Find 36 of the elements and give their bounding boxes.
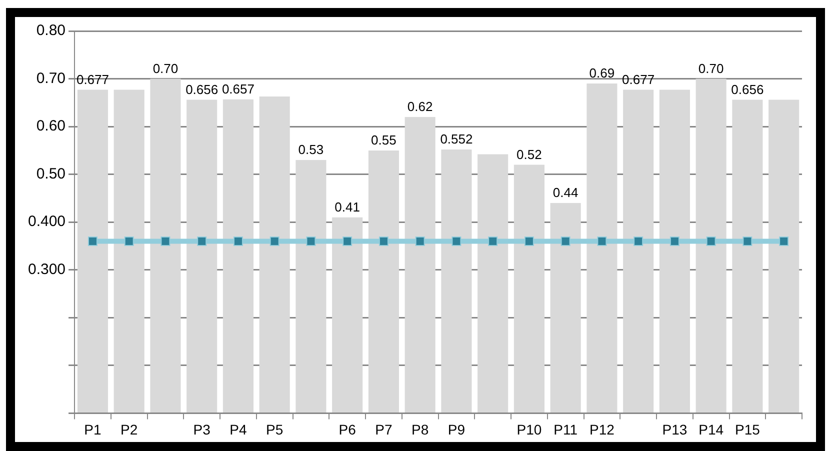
data-label: 0.677 (622, 72, 655, 87)
x-tick-label: P1 (84, 421, 102, 438)
x-tick-label: P5 (266, 421, 284, 438)
x-tick-label: P8 (412, 421, 429, 438)
data-label: 0.53 (298, 142, 324, 158)
data-label: 0.52 (516, 146, 542, 162)
data-label: 0.69 (589, 66, 615, 81)
y-tick-label: 0.70 (36, 70, 66, 87)
y-tick-label: 0.400 (28, 213, 66, 230)
data-label: 0.70 (698, 60, 724, 76)
data-label: 0.62 (407, 99, 433, 114)
data-label: 0.55 (371, 132, 396, 148)
x-tick-label: P12 (589, 421, 615, 438)
x-tick-label: P7 (375, 421, 392, 438)
data-label: 0.677 (76, 72, 109, 87)
data-label: 0.41 (334, 199, 360, 214)
x-tick-label: P15 (734, 421, 760, 438)
x-tick-label: P2 (120, 421, 138, 438)
x-tick-label: P6 (338, 421, 356, 438)
y-tick-label: 0.50 (36, 165, 66, 182)
x-tick-label: P3 (193, 421, 211, 438)
x-tick-label: P10 (516, 421, 542, 438)
x-tick-label: P4 (230, 421, 247, 438)
data-label: 0.552 (440, 132, 473, 147)
data-label: 0.656 (731, 82, 764, 97)
x-tick-label: P13 (662, 421, 688, 438)
data-label: 0.44 (552, 185, 578, 200)
data-label: 0.656 (186, 82, 218, 97)
y-tick-label: 0.60 (36, 118, 66, 135)
y-tick-label: 0.80 (36, 22, 66, 40)
x-tick-label: P14 (698, 421, 724, 438)
y-tick-label: 0.300 (28, 261, 66, 278)
x-tick-label: P9 (448, 421, 466, 438)
data-label: 0.657 (222, 81, 254, 96)
data-label: 0.70 (152, 60, 178, 76)
x-tick-label: P11 (554, 421, 578, 438)
